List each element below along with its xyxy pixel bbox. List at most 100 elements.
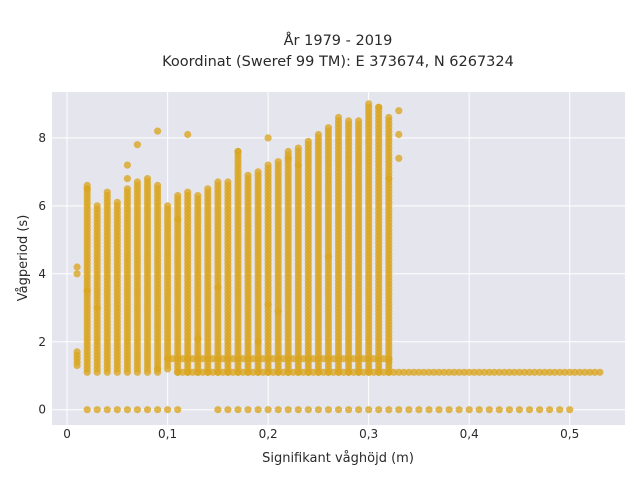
data-point [345, 368, 353, 376]
data-point [133, 178, 141, 186]
data-point [566, 406, 574, 414]
data-point [204, 185, 212, 193]
data-point [324, 124, 332, 132]
x-axis-label: Signifikant våghöjd (m) [262, 451, 414, 466]
data-point [194, 334, 202, 342]
x-tick-label: 0,5 [560, 427, 579, 441]
data-point [334, 355, 343, 363]
data-point [204, 368, 212, 376]
data-point [234, 368, 242, 376]
data-point [385, 113, 393, 122]
data-point [470, 368, 478, 376]
data-point [264, 355, 272, 363]
y-tick-label: 6 [38, 199, 46, 213]
data-point [294, 355, 302, 363]
data-point [164, 202, 172, 210]
data-point [515, 368, 524, 376]
data-point [224, 368, 232, 376]
data-point [324, 253, 332, 261]
data-point [169, 355, 177, 363]
data-point [254, 368, 262, 376]
data-point [581, 368, 589, 376]
data-point [465, 406, 473, 414]
data-point [571, 368, 579, 376]
x-tick-label: 0,2 [259, 427, 278, 441]
data-point [194, 192, 202, 200]
data-point [73, 348, 81, 356]
data-point [143, 406, 152, 414]
data-point [294, 406, 302, 414]
data-point [536, 368, 544, 376]
data-point [284, 406, 292, 414]
data-point [304, 368, 312, 376]
data-point [294, 144, 302, 152]
data-point [566, 368, 574, 376]
data-point [254, 338, 262, 346]
data-point [375, 406, 383, 414]
data-point [546, 368, 554, 376]
data-point [184, 355, 192, 363]
data-point [365, 406, 373, 414]
data-point [395, 154, 403, 162]
data-point [395, 130, 403, 139]
data-point [324, 368, 332, 376]
data-point [199, 355, 207, 363]
data-point [103, 406, 111, 414]
x-tick-label: 0,1 [158, 427, 177, 441]
data-point [194, 355, 202, 363]
data-point [360, 355, 368, 363]
data-point [485, 406, 493, 414]
data-point [113, 406, 121, 414]
data-point [541, 368, 549, 376]
data-point [596, 368, 604, 376]
data-point [184, 130, 192, 139]
data-point [279, 355, 287, 363]
scatter-points [73, 100, 604, 414]
data-point [309, 368, 317, 376]
data-point [73, 263, 81, 271]
data-point [264, 406, 272, 414]
data-point [154, 365, 162, 373]
data-point [345, 406, 353, 414]
data-point [214, 355, 222, 363]
data-point [525, 406, 534, 414]
data-point [355, 117, 363, 125]
data-point [219, 368, 227, 376]
data-point [209, 368, 217, 376]
data-point [370, 368, 378, 376]
data-point [123, 175, 131, 183]
data-point [591, 368, 599, 376]
data-point [435, 406, 443, 414]
data-point [259, 368, 267, 376]
data-point [440, 368, 448, 376]
data-point [289, 368, 297, 376]
data-point [586, 368, 594, 376]
x-tick-label: 0,4 [460, 427, 479, 441]
data-point [234, 147, 242, 156]
data-point [229, 355, 237, 363]
data-point [334, 406, 343, 414]
data-point [385, 175, 393, 183]
data-point [510, 368, 518, 376]
data-point [415, 368, 423, 376]
data-point [485, 368, 493, 376]
data-point [93, 406, 101, 414]
data-point [264, 300, 272, 308]
data-point [365, 368, 373, 376]
data-point [505, 406, 513, 414]
data-point [551, 368, 559, 376]
data-point [314, 355, 322, 363]
data-point [279, 368, 287, 376]
data-point [420, 368, 428, 376]
data-point [500, 368, 508, 376]
data-point [425, 368, 433, 376]
data-point [365, 355, 373, 363]
data-point [309, 355, 317, 363]
data-point [314, 130, 322, 139]
data-point [184, 188, 192, 196]
data-point [204, 355, 212, 363]
data-point [224, 355, 232, 363]
data-point [405, 368, 413, 376]
data-point [425, 406, 433, 414]
